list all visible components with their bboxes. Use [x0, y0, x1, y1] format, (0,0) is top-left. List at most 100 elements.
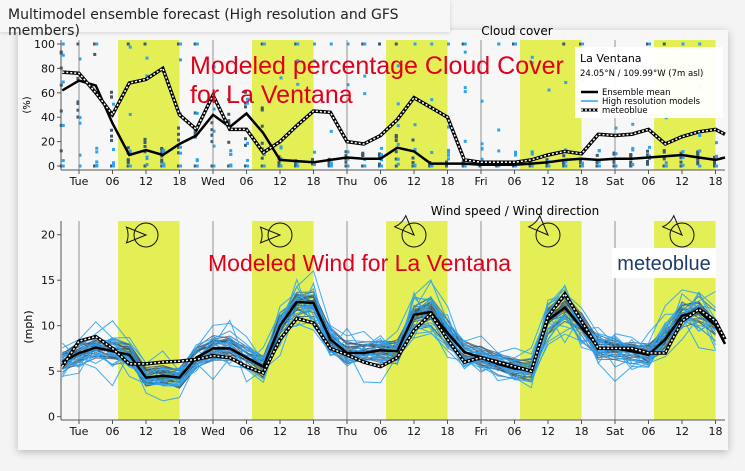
gfs-member-point	[210, 164, 214, 168]
gfs-member-point	[160, 160, 164, 164]
x-tick-label: 18	[709, 425, 723, 438]
wind-chart-title: Wind speed / Wind direction	[431, 204, 599, 218]
gfs-member-point	[193, 131, 197, 135]
gfs-member-point	[394, 135, 398, 139]
y-tick-label: 60	[41, 87, 55, 100]
hires-member-point	[296, 82, 300, 86]
wind-direction-circle-icon	[401, 222, 427, 248]
hires-member-point	[296, 164, 300, 168]
gfs-member-point	[160, 154, 164, 158]
hires-member-point	[413, 123, 417, 127]
hires-member-point	[179, 145, 182, 149]
hires-member-point	[61, 80, 65, 84]
hires-member-point	[681, 42, 685, 46]
gfs-member-point	[378, 152, 381, 156]
svg-text:meteoblue: meteoblue	[617, 253, 710, 275]
legend: La Ventana 24.05°N / 109.99°W (7m asl) E…	[575, 47, 723, 118]
gfs-member-point	[378, 42, 381, 46]
hires-member-point	[363, 92, 367, 96]
gfs-member-point	[679, 160, 683, 164]
x-tick-label: Thu	[336, 175, 358, 188]
gfs-member-point	[126, 164, 130, 168]
gfs-member-point	[411, 161, 415, 165]
hires-member-point	[530, 61, 534, 65]
x-tick-label: 06	[508, 425, 522, 438]
x-tick-label: 06	[374, 425, 388, 438]
hires-member-point	[463, 50, 467, 54]
hires-member-point	[648, 42, 651, 46]
hires-member-point	[631, 146, 635, 150]
meteoblue-logo: meteoblue	[612, 248, 716, 278]
hires-member-point	[246, 101, 249, 105]
x-tick-label: 06	[642, 175, 656, 188]
gfs-member-point	[579, 159, 582, 163]
hires-member-point	[246, 158, 249, 162]
gfs-member-point	[76, 101, 80, 105]
hires-member-point	[447, 157, 450, 161]
hires-member-point	[514, 150, 517, 154]
hires-member-point	[262, 42, 266, 46]
gfs-member-point	[160, 158, 164, 162]
hires-member-point	[112, 164, 115, 168]
hires-member-point	[715, 154, 718, 158]
hires-member-point	[212, 65, 216, 69]
gfs-member-point	[126, 158, 130, 162]
gfs-member-point	[344, 154, 348, 158]
gfs-member-point	[696, 157, 700, 161]
hires-member-point	[61, 53, 65, 57]
gfs-member-point	[411, 164, 415, 168]
wind-direction-sector-icon	[393, 214, 415, 236]
gfs-member-point	[110, 164, 113, 168]
hires-member-point	[380, 153, 383, 157]
gfs-member-point	[126, 42, 130, 46]
gfs-member-point	[177, 42, 180, 46]
hires-member-point	[530, 152, 534, 156]
hires-member-point	[597, 149, 601, 153]
gfs-member-point	[646, 159, 649, 163]
hires-member-point	[313, 150, 316, 154]
hires-member-point	[698, 42, 702, 46]
hires-member-point	[329, 164, 333, 168]
hires-member-point	[78, 153, 82, 157]
hires-member-point	[78, 57, 82, 61]
hires-member-point	[698, 164, 702, 168]
gfs-member-point	[193, 42, 197, 46]
gfs-member-point	[394, 150, 398, 154]
hires-member-point	[447, 148, 450, 152]
x-tick-label: 12	[139, 175, 153, 188]
gfs-member-point	[595, 164, 599, 168]
gfs-member-point	[662, 150, 666, 154]
hires-member-point	[346, 83, 350, 87]
hires-member-point	[547, 164, 551, 168]
hires-member-point	[162, 148, 166, 152]
gfs-member-point	[177, 164, 180, 168]
hires-member-point	[112, 102, 115, 106]
hires-member-point	[430, 42, 434, 46]
gfs-member-point	[126, 146, 130, 150]
daylight-band	[520, 40, 582, 170]
hires-member-point	[597, 160, 601, 164]
hires-member-point	[95, 150, 99, 154]
hires-member-point	[648, 145, 651, 149]
gfs-member-point	[244, 137, 247, 141]
hires-member-point	[581, 42, 584, 46]
gfs-member-point	[394, 164, 398, 168]
gfs-member-point	[177, 138, 180, 142]
hires-member-point	[463, 86, 467, 90]
gfs-member-point	[177, 151, 180, 155]
hires-member-point	[363, 164, 367, 168]
gfs-member-point	[210, 133, 214, 137]
x-tick-label: 06	[106, 175, 120, 188]
hires-member-point	[279, 146, 283, 150]
x-tick-label: 12	[541, 425, 555, 438]
gfs-member-point	[210, 128, 214, 132]
annotation-wind: Modeled Wind for La Ventana	[208, 250, 511, 276]
gfs-member-point	[579, 42, 582, 46]
hires-member-point	[95, 164, 99, 168]
hires-member-point	[698, 133, 702, 137]
gfs-member-point	[93, 42, 97, 46]
hires-member-point	[61, 164, 65, 168]
hires-member-line	[62, 279, 716, 383]
x-tick-label: Fri	[474, 425, 487, 438]
hires-member-point	[698, 149, 702, 153]
